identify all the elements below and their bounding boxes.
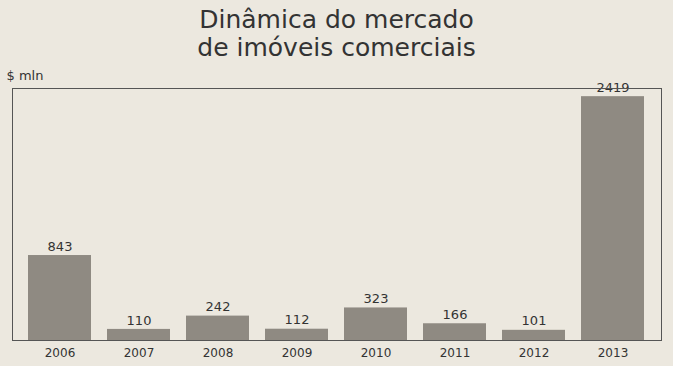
html-text:Dinâmica do mercado de imóveis: Dinâmica do mercado de imóveis comerciai… <box>197 5 476 62</box>
svg-text:2010: 2010 <box>361 346 392 360</box>
svg-text:2012: 2012 <box>519 346 550 360</box>
svg-text:2009: 2009 <box>282 346 313 360</box>
svg-text:110: 110 <box>127 313 152 328</box>
svg-text:323: 323 <box>364 291 389 306</box>
svg-text:2419: 2419 <box>596 80 629 95</box>
svg-text:101: 101 <box>522 313 547 328</box>
svg-text:$ mln: $ mln <box>7 68 44 83</box>
svg-text:2007: 2007 <box>124 346 155 360</box>
svg-text:2008: 2008 <box>203 346 234 360</box>
svg-text:2013: 2013 <box>598 346 629 360</box>
svg-text:843: 843 <box>48 239 73 254</box>
svg-text:112: 112 <box>285 312 310 327</box>
svg-text:2011: 2011 <box>440 346 471 360</box>
svg-text:242: 242 <box>206 299 231 314</box>
svg-text:2006: 2006 <box>45 346 76 360</box>
svg-text:166: 166 <box>443 307 468 322</box>
